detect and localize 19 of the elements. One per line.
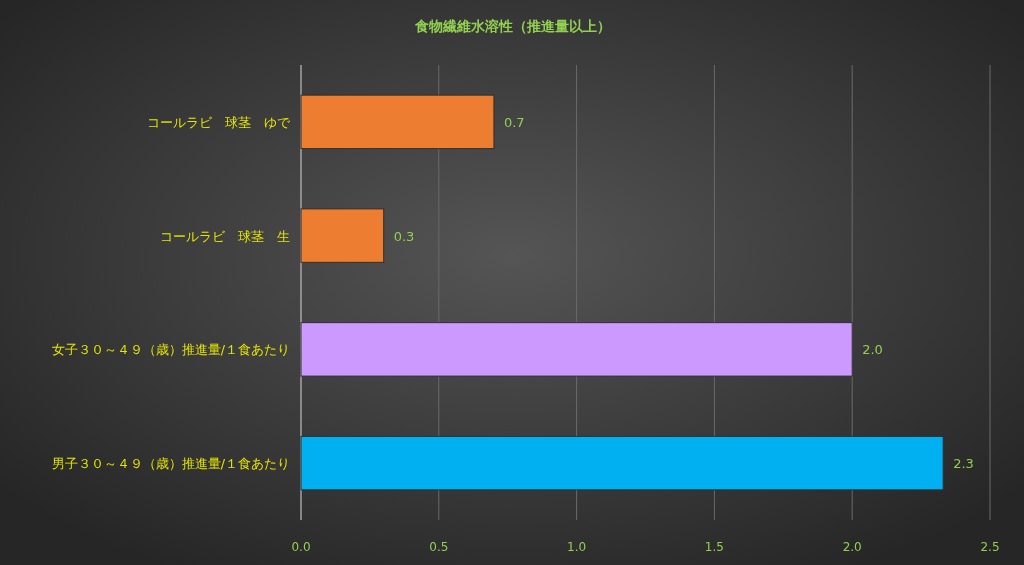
x-tick-label: 0.0 — [291, 540, 311, 554]
x-tick-label: 0.5 — [429, 540, 449, 554]
bar — [300, 94, 495, 150]
data-label: 0.7 — [503, 114, 525, 130]
y-tick-label: 男子３０～４９（歳）推進量/１食あたり — [51, 456, 290, 472]
x-tick-label: 2.0 — [842, 540, 862, 554]
bar — [300, 322, 853, 377]
chart-title: 食物繊維水溶性（推進量以上） — [413, 18, 611, 34]
data-label: 0.3 — [393, 228, 415, 244]
x-tick-label: 1.0 — [567, 540, 587, 554]
bar — [300, 208, 385, 263]
y-tick-label: コールラビ 球茎 ゆで — [147, 114, 291, 130]
x-tick-label: 1.5 — [704, 540, 724, 554]
bar — [300, 435, 944, 491]
y-tick-label: 女子３０～４９（歳）推進量/１食あたり — [51, 342, 290, 358]
y-tick-label: コールラビ 球茎 生 — [160, 228, 290, 244]
data-label: 2.0 — [862, 342, 883, 358]
x-tick-label: 2.5 — [980, 540, 1000, 554]
data-label: 2.3 — [953, 456, 974, 472]
